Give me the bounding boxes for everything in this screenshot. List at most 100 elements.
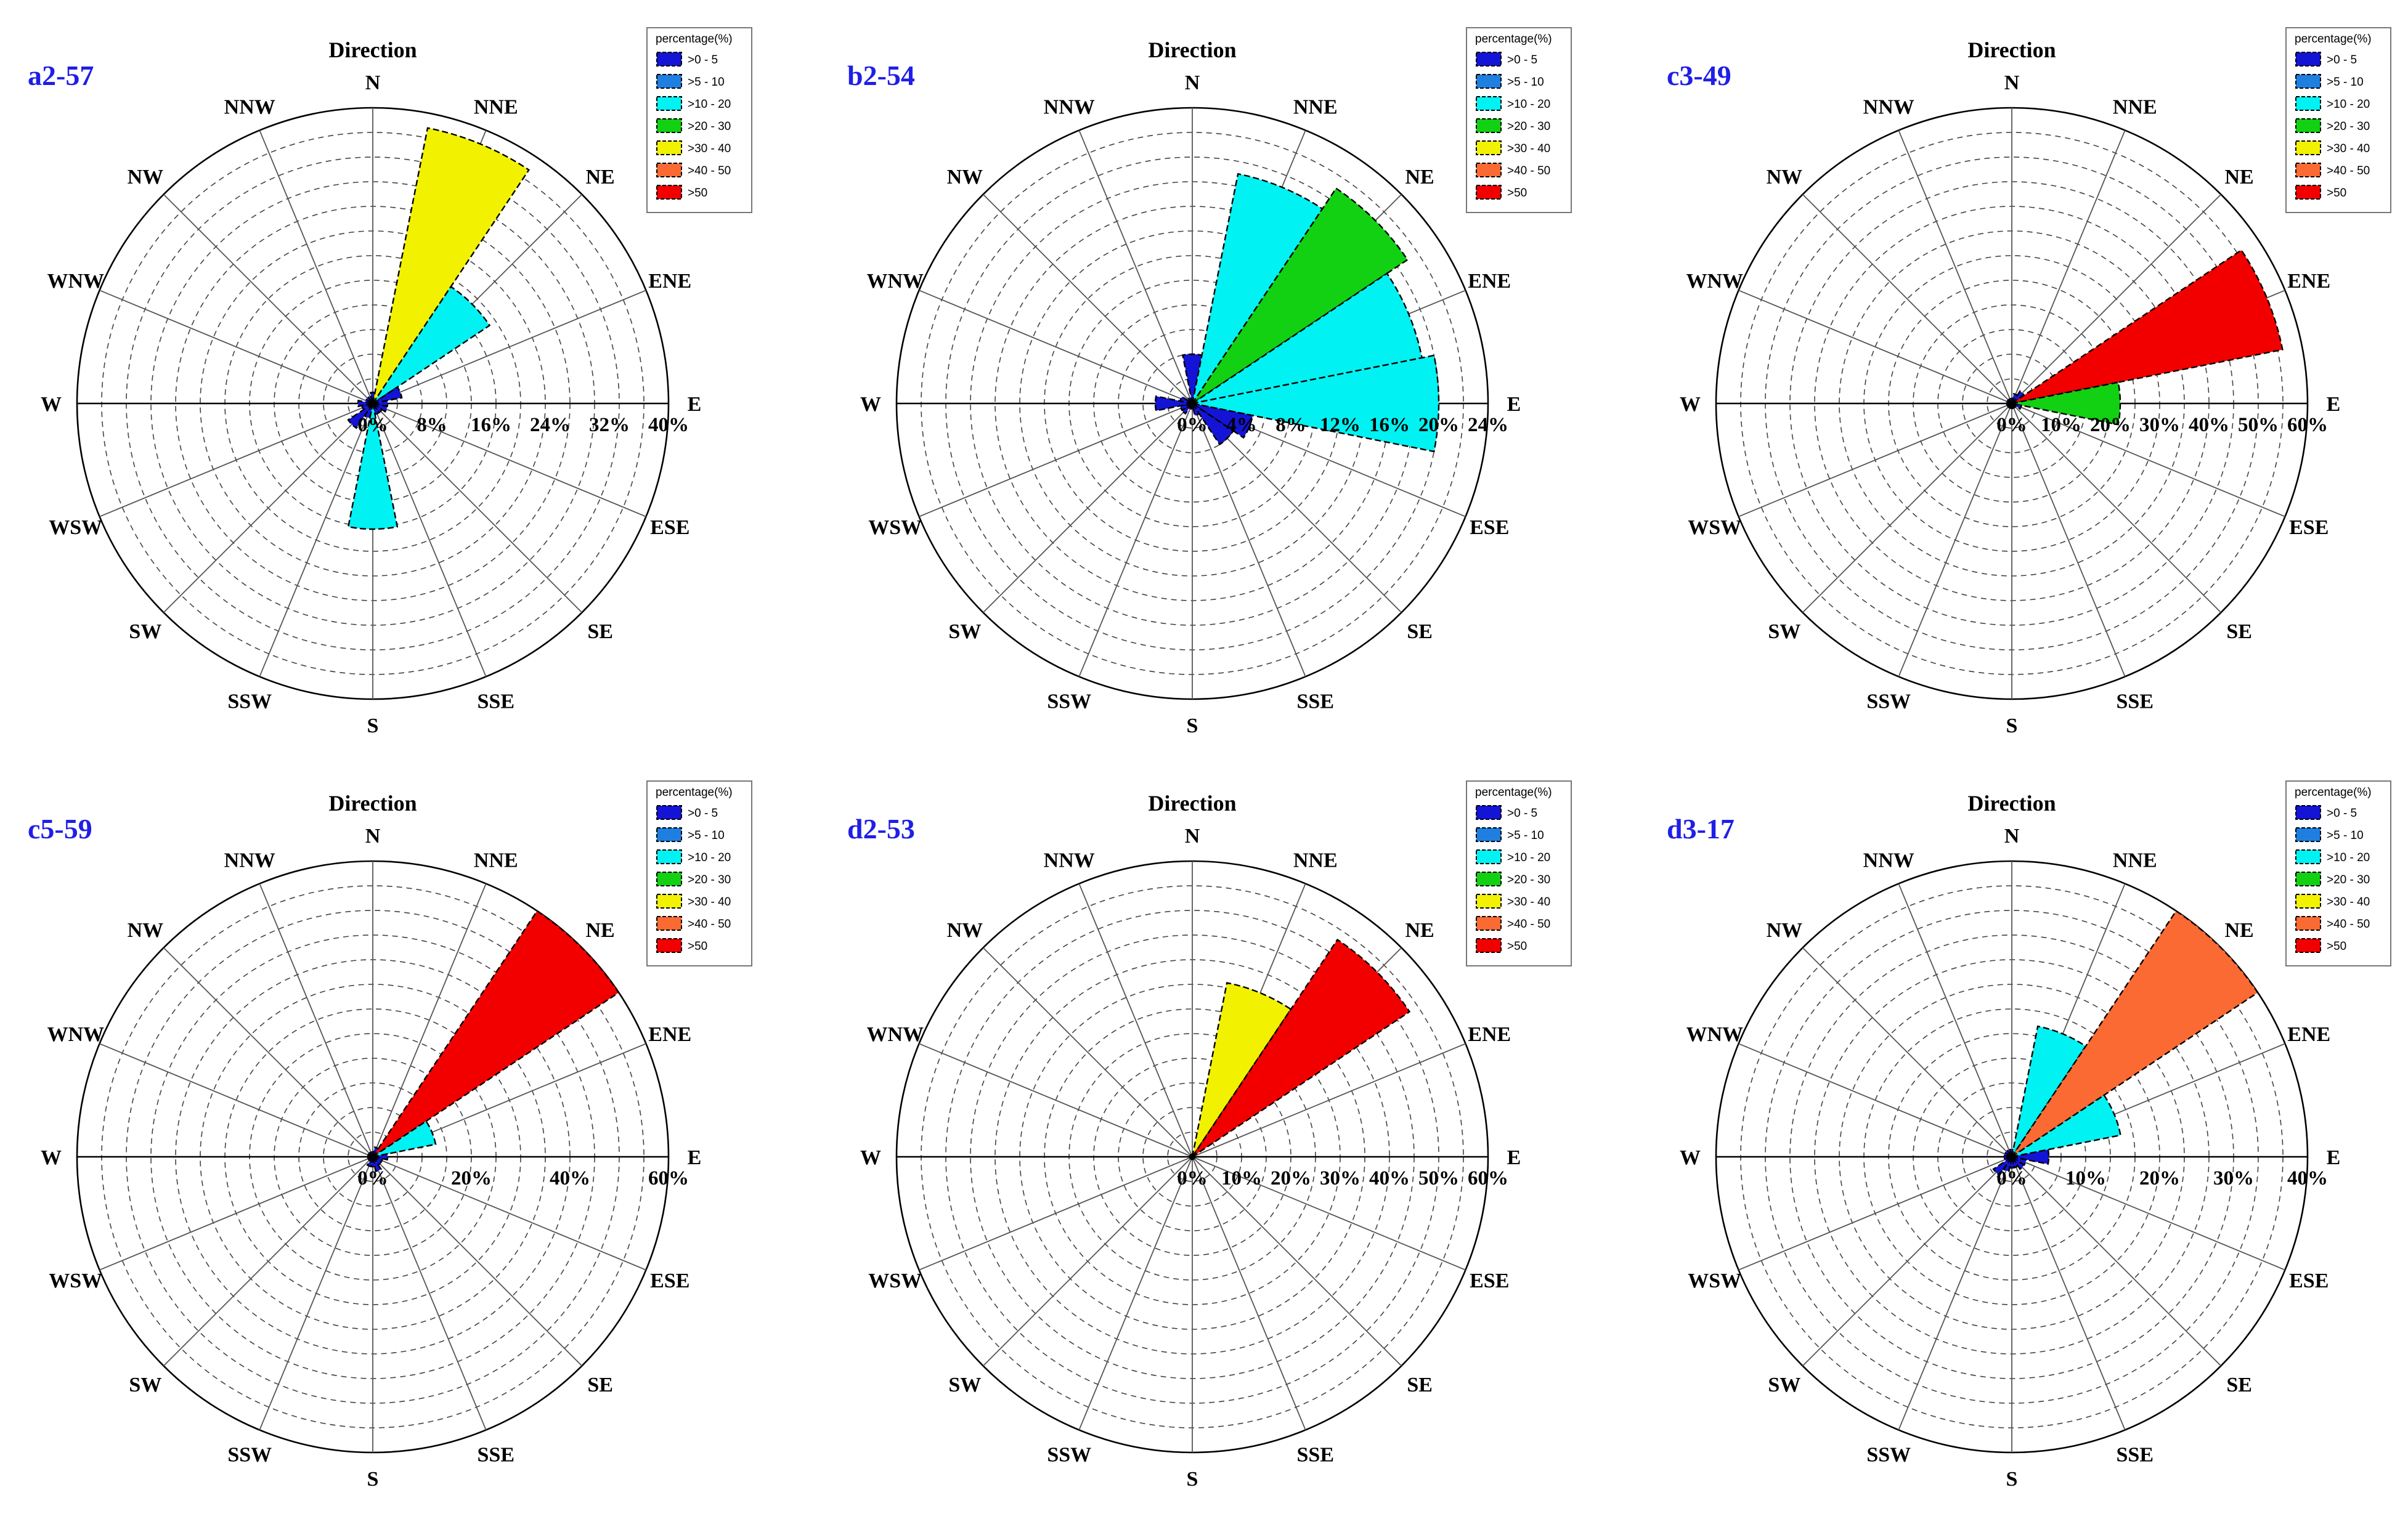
radial-tick-label: 20% [1271, 1167, 1311, 1189]
direction-spoke [1898, 403, 2012, 677]
direction-spoke [163, 1156, 373, 1367]
petal-wsw [360, 402, 373, 411]
direction-label: NW [947, 919, 983, 942]
direction-label: NW [128, 166, 164, 188]
legend-title: percentage(%) [2295, 33, 2372, 46]
radial-tick-label: 40% [550, 1167, 590, 1189]
legend-label: >10 - 20 [688, 98, 731, 111]
direction-label: WSW [49, 1270, 102, 1292]
direction-spoke [1192, 1156, 1306, 1430]
petal-s [347, 403, 399, 530]
direction-label: ESE [2289, 516, 2329, 539]
direction-spoke [1192, 1156, 1466, 1271]
direction-label: N [1185, 71, 1200, 94]
radial-tick-label: 20% [2139, 1167, 2180, 1189]
direction-label: NE [1405, 919, 1434, 942]
direction-label: N [2004, 825, 2020, 848]
petal-ne [372, 285, 491, 404]
legend-swatch [1476, 872, 1502, 886]
direction-label: SW [129, 1374, 161, 1396]
legend-label: >30 - 40 [1507, 896, 1550, 909]
petal-ene [2011, 249, 2284, 405]
direction-label: ESE [650, 516, 689, 539]
direction-label: NW [947, 166, 983, 188]
direction-label: SW [1768, 1374, 1800, 1396]
radial-tick-label: 24% [1468, 414, 1508, 436]
direction-spoke [2011, 1156, 2126, 1430]
direction-label: SE [1407, 620, 1433, 643]
radial-tick-label: 16% [1369, 414, 1410, 436]
direction-label: WSW [868, 516, 922, 539]
radial-tick-label: 60% [2287, 414, 2328, 436]
legend-swatch [656, 118, 682, 133]
legend: percentage(%) >0 - 5 >5 - 10 >10 - 20 >20 - … [2285, 780, 2391, 966]
direction-label: ESE [1470, 516, 1509, 539]
direction-label: SSE [478, 1443, 515, 1466]
legend-label: >40 - 50 [2327, 164, 2370, 177]
direction-label: ESE [650, 1270, 689, 1292]
legend-swatch [2295, 827, 2321, 842]
radial-tick-label: 50% [1418, 1167, 1459, 1189]
radial-tick-label: 10% [1221, 1167, 1262, 1189]
direction-spoke [163, 947, 373, 1157]
legend-swatch [1476, 938, 1502, 953]
legend-label: >40 - 50 [688, 164, 731, 177]
legend-title: percentage(%) [2295, 786, 2372, 799]
petal-sse [372, 1156, 382, 1172]
direction-label: SSE [2117, 1443, 2154, 1466]
legend-label: >50 [2327, 940, 2346, 953]
direction-label: SSW [227, 1443, 272, 1466]
direction-label: N [1185, 825, 1200, 848]
direction-spoke [919, 403, 1193, 517]
direction-label: SE [587, 1374, 613, 1396]
legend-swatch [1476, 163, 1502, 177]
direction-spoke [982, 1156, 1193, 1367]
legend: percentage(%) >0 - 5 >5 - 10 >10 - 20 >20 - … [1466, 780, 1572, 966]
direction-label: E [688, 393, 702, 416]
direction-label: N [365, 825, 381, 848]
direction-spoke [982, 947, 1193, 1157]
legend-title: percentage(%) [1475, 33, 1552, 46]
direction-spoke [372, 403, 583, 614]
radial-tick-label: 8% [1275, 414, 1306, 436]
legend-label: >50 [2327, 187, 2346, 200]
legend-label: >30 - 40 [688, 142, 731, 155]
direction-label: SW [129, 620, 161, 643]
legend-swatch [2295, 163, 2321, 177]
legend-label: >20 - 30 [2327, 873, 2370, 886]
direction-label: W [1680, 1146, 1701, 1169]
wind-rose-panel: N NNE NE ENE E ESE SE SSE S SSW SW WSW W WNW NW NNW Dire… [28, 27, 752, 737]
direction-spoke [99, 290, 373, 404]
legend-label: >10 - 20 [2327, 98, 2370, 111]
direction-spoke [982, 193, 1193, 404]
radial-tick-label: 30% [1320, 1167, 1361, 1189]
direction-label: ENE [2287, 1023, 2330, 1046]
direction-spoke [163, 193, 373, 404]
direction-spoke [919, 290, 1193, 404]
direction-label: NW [1767, 166, 1803, 188]
legend-label: >40 - 50 [2327, 918, 2370, 931]
direction-spoke [372, 403, 487, 677]
direction-label: W [41, 393, 62, 416]
direction-spoke [2011, 403, 2126, 677]
direction-label: S [367, 715, 379, 737]
radial-tick-label: 8% [417, 414, 447, 436]
direction-spoke [99, 403, 373, 517]
direction-label: SE [587, 620, 613, 643]
direction-label: NNW [1863, 96, 1914, 119]
direction-label: NNW [1044, 96, 1095, 119]
legend-label: >0 - 5 [1507, 807, 1537, 820]
direction-label: NE [1405, 166, 1434, 188]
legend-swatch [656, 163, 682, 177]
direction-label: NNW [224, 849, 275, 872]
legend-label: >40 - 50 [1507, 918, 1550, 931]
direction-spoke [1802, 947, 2012, 1157]
direction-title: Direction [328, 791, 417, 816]
direction-label: WNW [866, 1023, 924, 1046]
direction-label: SW [948, 1374, 981, 1396]
direction-label: S [1187, 1468, 1198, 1491]
legend-swatch [656, 185, 682, 200]
direction-title: Direction [1967, 38, 2056, 62]
petal-e [372, 1152, 389, 1161]
legend-label: >10 - 20 [2327, 851, 2370, 864]
